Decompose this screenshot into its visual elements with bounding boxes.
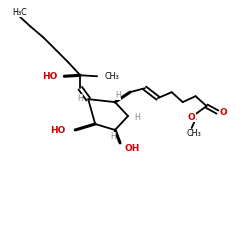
Text: O: O <box>220 108 227 116</box>
Text: H: H <box>115 91 121 100</box>
Text: H: H <box>110 132 116 141</box>
Text: H: H <box>134 112 140 122</box>
Text: HO: HO <box>42 72 58 81</box>
Text: CH₃: CH₃ <box>104 72 119 81</box>
Text: HO: HO <box>50 126 65 136</box>
Text: H: H <box>77 94 83 103</box>
Text: H₃C: H₃C <box>13 8 28 17</box>
Text: OH: OH <box>124 144 140 153</box>
Text: O: O <box>188 112 196 122</box>
Text: CH₃: CH₃ <box>186 130 201 138</box>
